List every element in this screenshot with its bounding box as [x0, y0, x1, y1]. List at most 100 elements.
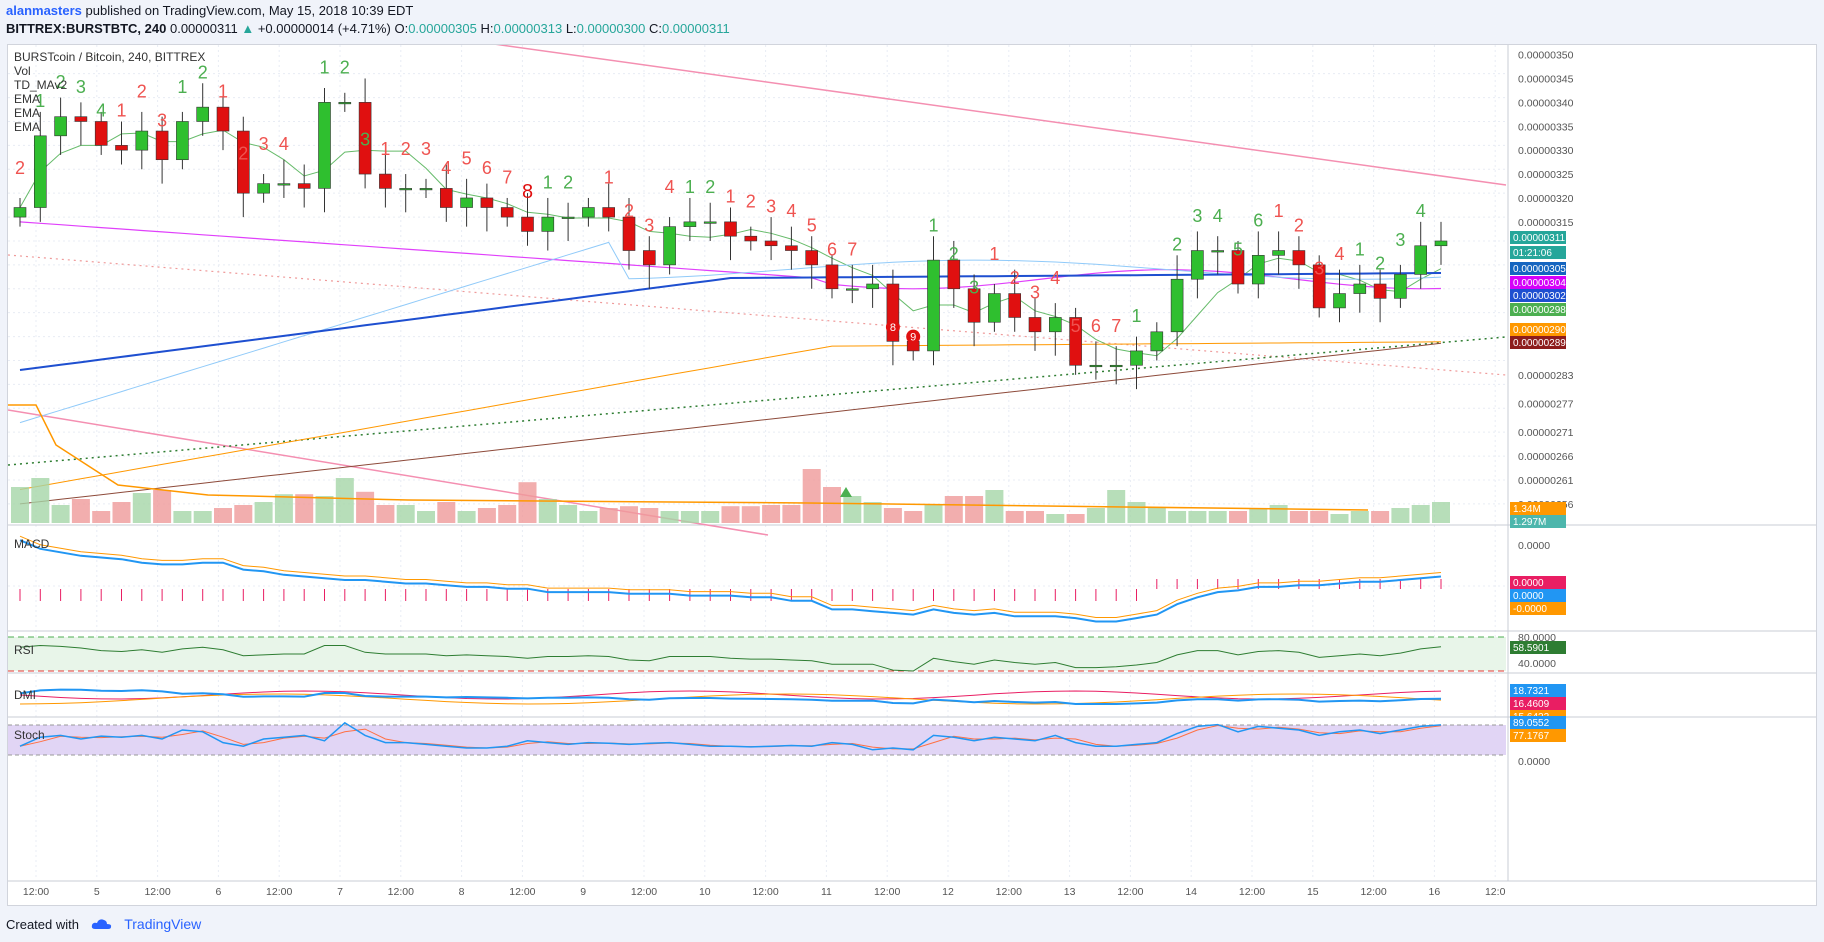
td-count: 2: [401, 139, 411, 159]
price-tick-label: 0.00000350: [1518, 50, 1574, 62]
volume-bar: [701, 511, 720, 523]
low-value: 0.00000300: [576, 21, 646, 36]
trendline-resistance: [457, 38, 1507, 186]
open-label: O:: [394, 21, 409, 36]
td-count: 4: [786, 201, 796, 221]
td-count: 4: [665, 177, 675, 197]
candle-body: [1373, 283, 1387, 299]
candle-body: [1130, 350, 1143, 366]
time-tick-label: 12:00: [631, 886, 657, 898]
stoch-label: Stoch: [14, 728, 45, 742]
tradingview-link[interactable]: TradingView: [124, 916, 202, 932]
volume-bar: [1289, 511, 1308, 523]
axes: 0.00000350 0.00000345 0.00000340 0.00000335…: [23, 50, 1574, 898]
created-with-text: Created with: [6, 917, 79, 932]
volume-bar: [538, 499, 557, 523]
td-count: 1: [35, 91, 45, 111]
author-link[interactable]: alanmasters: [6, 3, 82, 18]
td-count: 6: [1091, 316, 1101, 336]
high-label: H:: [480, 21, 494, 36]
candle-body: [318, 102, 331, 189]
overlay-lines: [7, 38, 1507, 536]
candle-body: [297, 183, 311, 189]
time-tick-label: 13: [1064, 886, 1076, 898]
price-badge-label: 0.00000304: [1513, 278, 1566, 289]
candle-body: [1049, 317, 1062, 333]
candle-body: [866, 283, 879, 290]
td-badge-count: 9: [910, 332, 916, 344]
time-tick-label: 12:00: [1239, 886, 1265, 898]
candle-body: [785, 245, 798, 251]
candle-body: [622, 216, 636, 251]
candle-body: [1109, 364, 1123, 368]
candle-body: [176, 121, 189, 161]
td-badge: [906, 329, 921, 344]
ema-lightblue: [19, 241, 1442, 424]
footer: Created with TradingView: [6, 914, 201, 936]
cloud-icon: [91, 916, 113, 936]
change-value: +0.00000014 (+4.71%): [257, 21, 391, 36]
td-count: 2: [15, 158, 25, 178]
td-count: 4: [1334, 244, 1344, 264]
td-count: 2: [624, 201, 634, 221]
rsi-band: [8, 637, 1506, 671]
price-badge-label: 0.00000302: [1513, 291, 1566, 302]
td-count: 5: [462, 149, 472, 169]
volume-bar: [1086, 508, 1105, 523]
volume-bar: [762, 505, 781, 523]
volume-bar: [498, 505, 517, 523]
td-count: 1: [218, 82, 228, 102]
time-tick-label: 6: [215, 886, 221, 898]
price-tick-label: 0.00000325: [1518, 169, 1574, 181]
candle-body: [927, 259, 940, 352]
time-tick-label: 12:00: [752, 886, 778, 898]
indicator-badge: [1510, 716, 1566, 729]
candle-body: [379, 173, 392, 189]
candle-body: [1272, 250, 1285, 256]
legend-item: EMA: [14, 120, 40, 134]
price-badge-label: 0.00000305: [1513, 264, 1566, 275]
candle-body: [1333, 293, 1346, 309]
td-count: 2: [563, 172, 573, 192]
volume-bar: [92, 511, 111, 523]
td-count: 2: [340, 58, 350, 78]
change-open: 0.00000311: [169, 21, 238, 36]
volume-bar: [518, 482, 537, 523]
td-count: 2: [137, 82, 147, 102]
macd-label: MACD: [14, 537, 50, 551]
td-count: 7: [1111, 316, 1121, 336]
volume-bar: [579, 511, 598, 523]
indicator-badge-label: -0.0000: [1513, 604, 1547, 615]
td-count: 1: [319, 58, 329, 78]
symbol-label: BITTREX:BURSTBTC, 240: [6, 21, 167, 36]
candle-body: [74, 116, 88, 122]
rsi-line: [19, 644, 1442, 672]
candle-body: [541, 216, 555, 232]
candle-body: [13, 207, 27, 218]
volume-bar: [802, 469, 821, 523]
ema-blue: [19, 272, 1442, 371]
volume-bar: [1269, 505, 1288, 523]
candle-body: [1353, 283, 1367, 294]
price-tick-label: 0.00000283: [1518, 370, 1574, 382]
candle-body: [460, 197, 473, 208]
td-count: 1: [380, 139, 390, 159]
candle-body: [257, 183, 270, 194]
volume-bar: [863, 502, 882, 523]
td-count: 2: [56, 72, 66, 92]
volume-bar: [640, 508, 659, 523]
time-tick-label: 12:00: [388, 886, 414, 898]
candle-body: [439, 188, 453, 208]
candle-body: [602, 207, 616, 218]
price-badge: [1510, 336, 1566, 349]
volume-bar: [417, 511, 435, 523]
volume-bar: [660, 511, 679, 523]
indicator-badge-label: 58.5901: [1513, 643, 1550, 654]
volume-bar: [721, 506, 740, 523]
candle-body: [825, 264, 839, 290]
volume-bar: [843, 496, 862, 523]
price-badge-label: 1.297M: [1513, 517, 1546, 528]
